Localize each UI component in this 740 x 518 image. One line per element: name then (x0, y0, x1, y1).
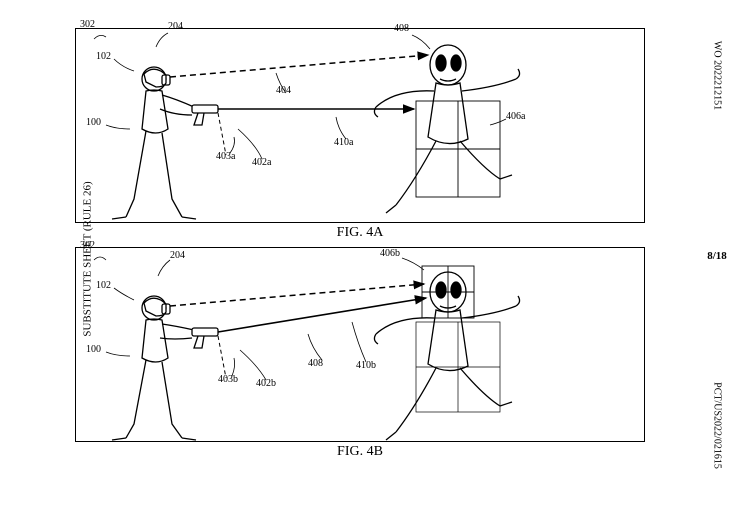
figure-4b-panel: 302 204 102 100 403b 402b 408 410b 406b (75, 247, 645, 442)
bounding-box-body (416, 322, 500, 412)
figure-4a-svg (76, 29, 646, 224)
figure-4a-panel: 302 204 102 100 404 403a 402a 410a 408 4… (75, 28, 645, 223)
pointer-403b (218, 336, 226, 378)
user-figure (112, 296, 218, 440)
figure-4b-svg (76, 248, 646, 443)
alien-figure (374, 272, 519, 440)
figure-4a-caption: FIG. 4A (75, 225, 645, 241)
figure-4b-wrap: 302 204 102 100 403b 402b 408 410b 406b … (75, 247, 645, 460)
page-number: 8/18 (707, 250, 727, 262)
alien-figure (374, 45, 519, 213)
publication-number-bottom: PCT/US2022/021615 (712, 382, 723, 469)
figure-area: 302 204 102 100 404 403a 402a 410a 408 4… (75, 28, 645, 466)
bounding-box-406b (422, 266, 474, 318)
gaze-line (170, 284, 424, 306)
user-figure (112, 67, 218, 219)
pointer-403a (218, 113, 226, 155)
bounding-box-406a (416, 101, 500, 197)
publication-number-top: WO 2022212151 (712, 41, 723, 110)
aim-line-410b (218, 298, 426, 332)
gaze-line-404 (170, 55, 428, 77)
figure-4a-wrap: 302 204 102 100 404 403a 402a 410a 408 4… (75, 28, 645, 241)
margin-right: WO 2022212151 8/18 PCT/US2022/021615 (702, 0, 732, 518)
figure-4b-caption: FIG. 4B (75, 444, 645, 460)
page: SUBSTITUTE SHEET (RULE 26) WO 2022212151… (0, 0, 740, 518)
